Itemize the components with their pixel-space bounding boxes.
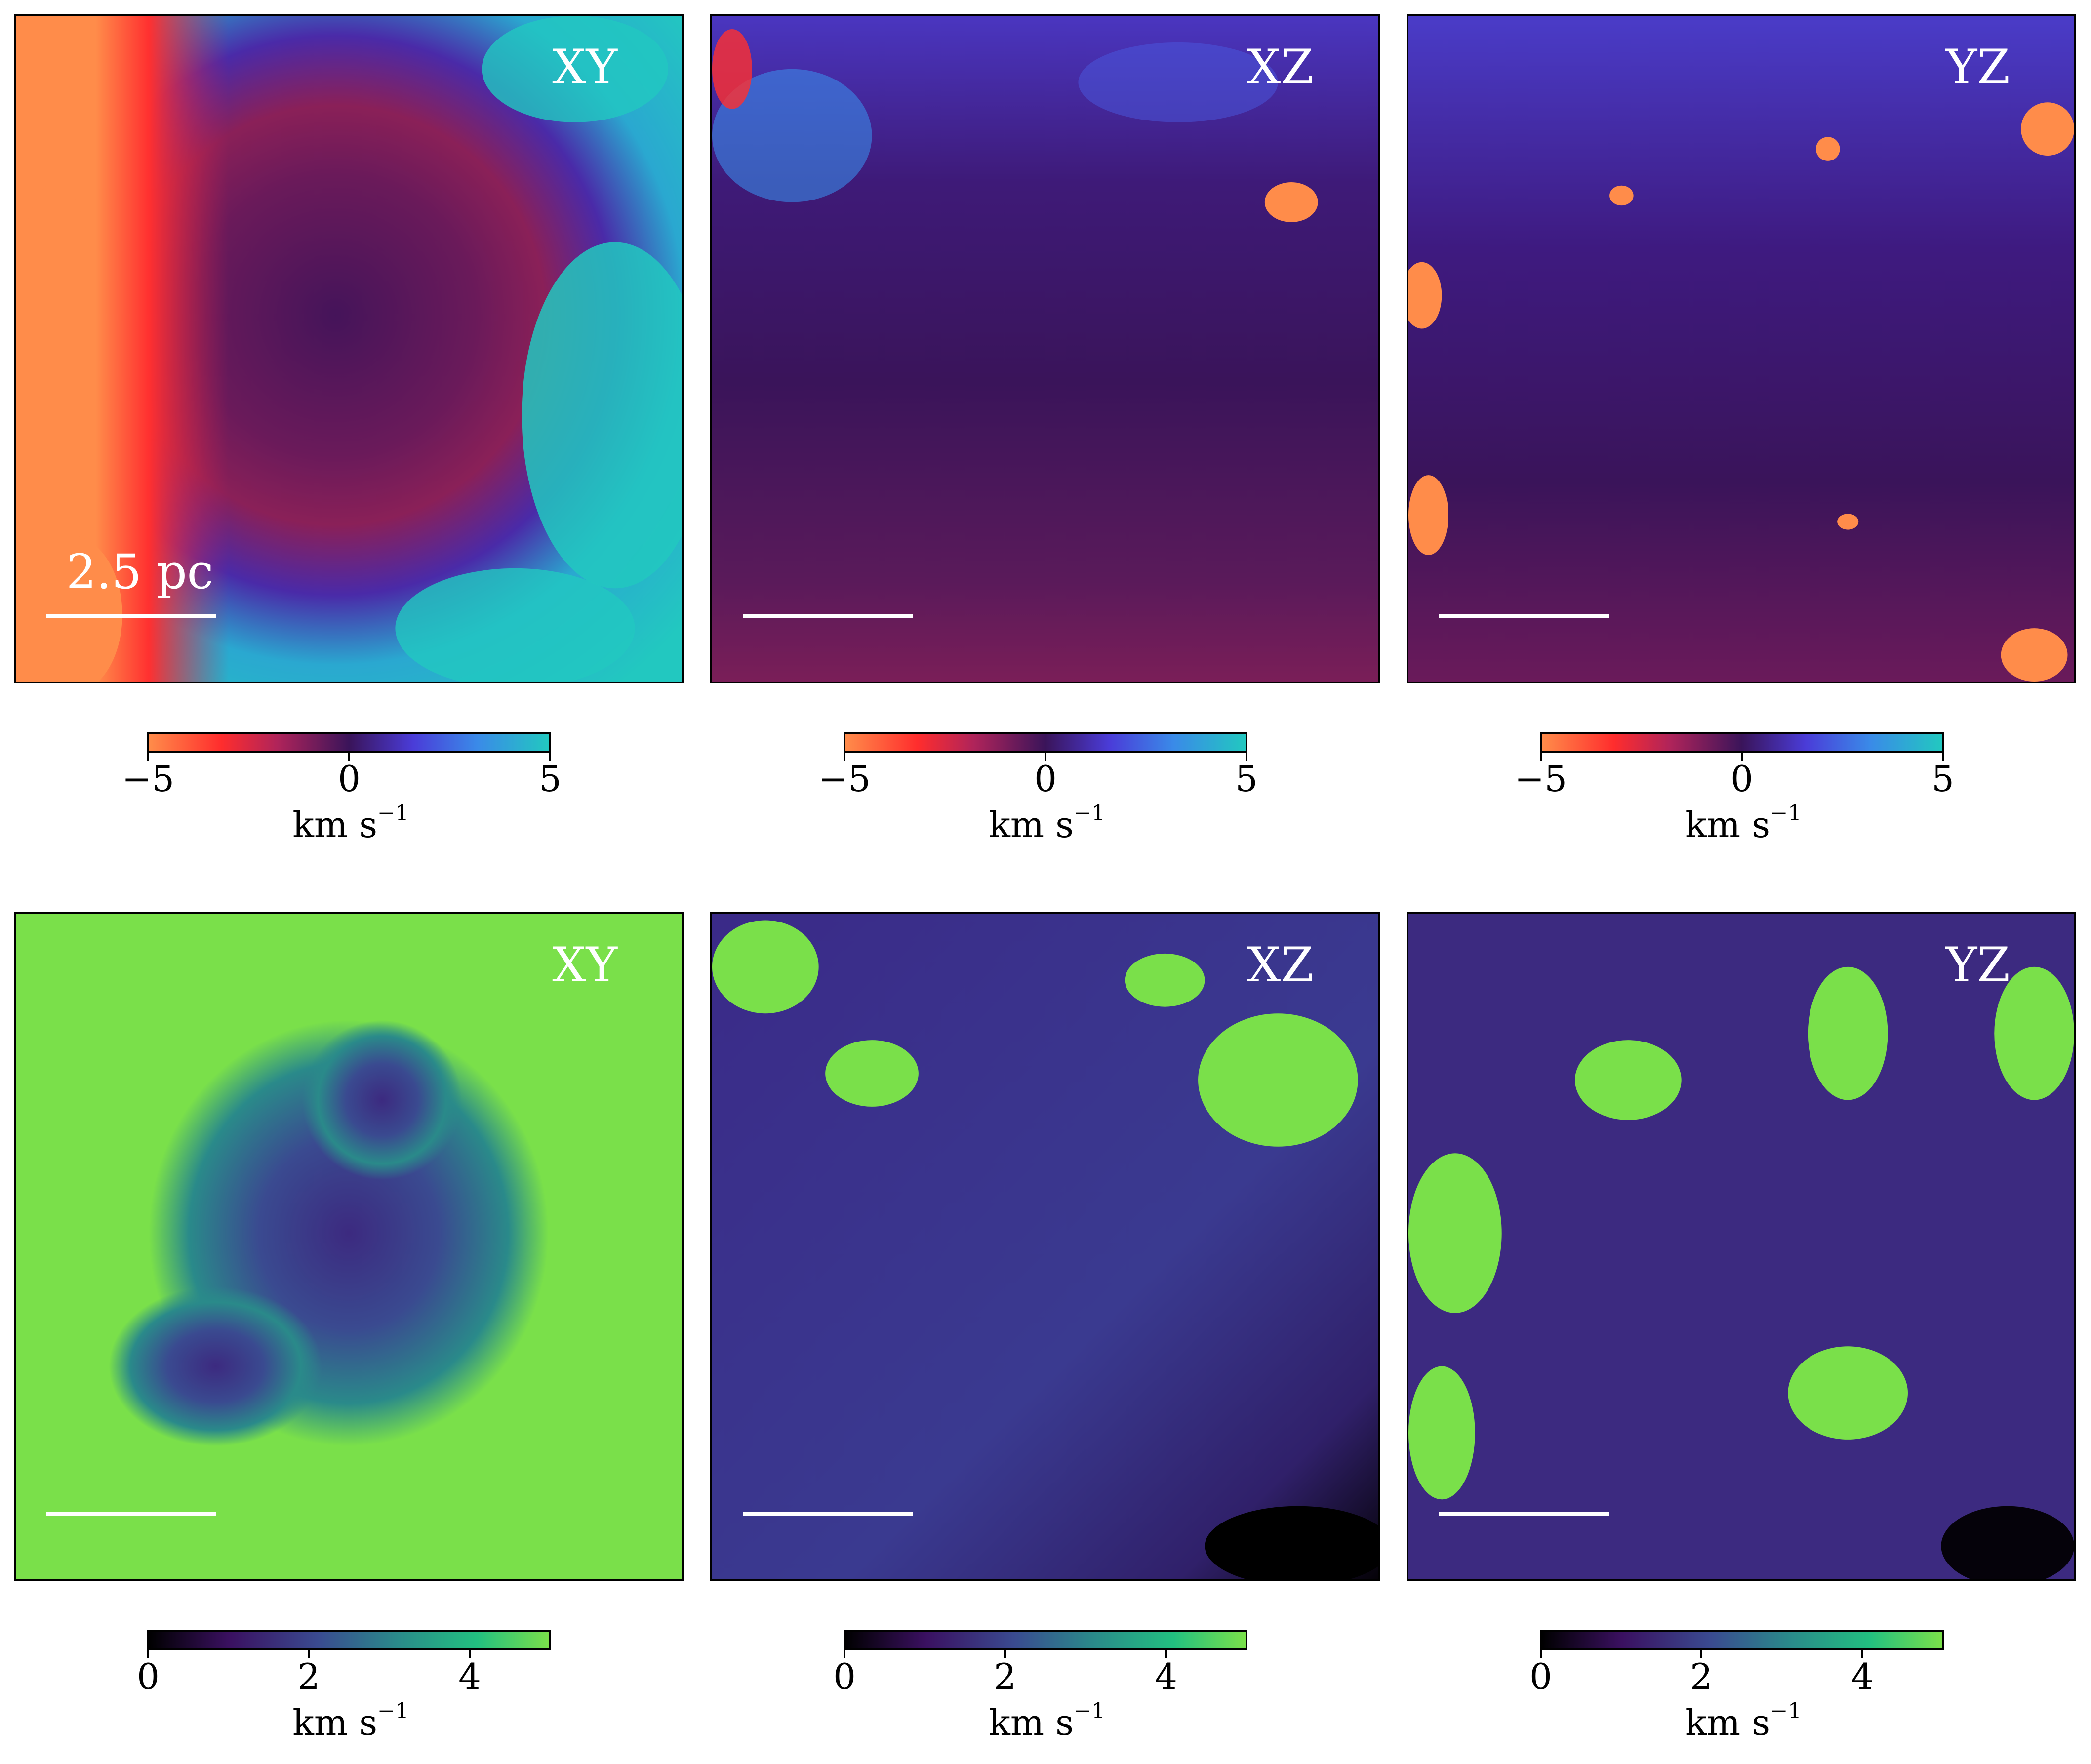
heatmap-top-xz [712,16,1378,682]
colorbar [844,732,1247,753]
colorbar [1540,732,1944,753]
colorbar-tick-label: 2 [994,1656,1016,1697]
colorbar [1540,1630,1944,1650]
colorbar-tick-label: 2 [297,1656,320,1697]
colorbar-tick [1741,751,1743,761]
colorbar-tick [1540,751,1542,761]
scalebar [46,1512,216,1516]
projection-label: YZ [1945,937,2010,993]
colorbar-tick [1540,1648,1542,1658]
panel-bottom-xy: XY [14,912,684,1581]
panel-top-xz: XZ [710,14,1380,683]
colorbar-tick [844,1648,845,1658]
colorbar-unit: km s−1 [989,801,1105,845]
colorbar-tick-label: 2 [1690,1656,1713,1697]
colorbar-tick-label: 0 [1730,758,1753,800]
colorbar-unit: km s−1 [989,1699,1105,1743]
colorbar-tick [1942,751,1944,761]
colorbar-tick [1004,1648,1006,1658]
heatmap-bottom-xz [712,914,1378,1579]
projection-label: YZ [1945,40,2010,95]
scalebar [46,614,216,618]
colorbar-tick-label: −5 [818,758,871,800]
heatmap-top-yz [1408,16,2074,682]
panel-top-yz: YZ [1407,14,2076,683]
colorbar-tick-label: 0 [1529,1656,1552,1697]
colorbar-tick [844,751,845,761]
colorbar-tick-label: −5 [1514,758,1568,800]
colorbar-unit: km s−1 [1685,1699,1802,1743]
colorbar-tick-label: 4 [1155,1656,1177,1697]
colorbar-tick [549,751,551,761]
colorbar-tick [308,1648,310,1658]
colorbar-unit: km s−1 [292,801,409,845]
colorbar-tick-label: 4 [1851,1656,1874,1697]
colorbar-tick [348,751,350,761]
colorbar-tick [147,751,149,761]
colorbar-tick [1045,751,1046,761]
colorbar-tick-label: −5 [121,758,175,800]
panel-bottom-xz: XZ [710,912,1380,1581]
colorbar-tick-label: 0 [137,1656,160,1697]
colorbar [147,732,551,753]
colorbar-tick [1700,1648,1702,1658]
scalebar [1439,614,1609,618]
colorbar-tick-label: 0 [338,758,361,800]
colorbar-tick-label: 5 [1235,758,1258,800]
colorbar-tick [1861,1648,1863,1658]
heatmap-bottom-xy [16,914,682,1579]
scalebar-label: 2.5 pc [66,544,214,600]
colorbar-tick-label: 5 [1931,758,1954,800]
panel-bottom-yz: YZ [1407,912,2076,1581]
colorbar-tick [1246,751,1247,761]
colorbar-unit: km s−1 [292,1699,409,1743]
scalebar [743,1512,913,1516]
colorbar-tick [1165,1648,1167,1658]
colorbar-tick [147,1648,149,1658]
colorbar-tick [469,1648,471,1658]
colorbar-tick-label: 0 [1034,758,1057,800]
colorbar-unit: km s−1 [1685,801,1802,845]
scalebar [743,614,913,618]
colorbar [147,1630,551,1650]
heatmap-top-xy [16,16,682,682]
colorbar-tick-label: 4 [458,1656,481,1697]
projection-label: XZ [1247,40,1314,95]
projection-label: XZ [1247,937,1314,993]
heatmap-bottom-yz [1408,914,2074,1579]
projection-label: XY [552,40,617,95]
projection-label: XY [552,937,617,993]
colorbar-tick-label: 5 [539,758,562,800]
panel-top-xy: XY 2.5 pc [14,14,684,683]
colorbar [844,1630,1247,1650]
scalebar [1439,1512,1609,1516]
colorbar-tick-label: 0 [833,1656,856,1697]
